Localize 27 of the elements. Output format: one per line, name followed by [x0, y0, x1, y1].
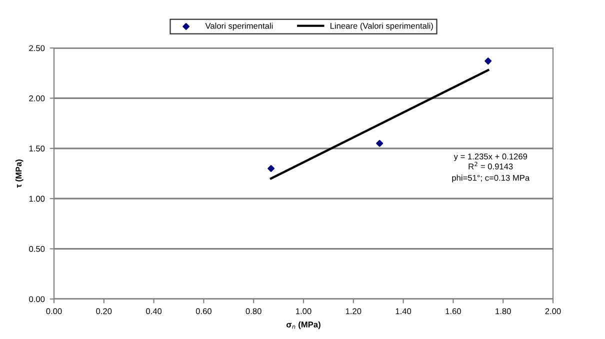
x-tick-label: 2.00 — [545, 308, 561, 314]
y-tick-label: 2.00 — [29, 95, 45, 102]
x-tick-label: 1.60 — [446, 308, 461, 314]
x-tick-label: 1.40 — [396, 308, 412, 314]
x-tick-label: 0.40 — [146, 308, 162, 314]
annotation: phi=51°; c=0.13 MPa — [452, 174, 530, 182]
annotation: R$^{2}$ = 0.9143 — [468, 162, 513, 170]
x-axis-title: σ$_{n}$ (MPa) — [286, 321, 320, 330]
point — [484, 58, 492, 65]
point — [376, 140, 384, 147]
legend-label: Valori sperimentali — [205, 22, 273, 30]
legend-label: Lineare (Valori sperimentali) — [330, 22, 433, 30]
x-tick-label: 0.60 — [196, 308, 212, 314]
x-tick-label: 1.80 — [496, 308, 511, 314]
x-tick-label: 0.80 — [246, 308, 262, 314]
y-tick-label: 0.50 — [29, 246, 45, 252]
y-axis-title: τ (MPa) — [15, 160, 24, 188]
y-tick-label: 1.50 — [29, 146, 45, 152]
x-tick-label: 1.00 — [296, 308, 312, 314]
x-tick-label: 0.00 — [46, 308, 62, 314]
y-tick-label: 0.00 — [29, 296, 45, 302]
annotation: y = 1.235x + 0.1269 — [454, 154, 528, 162]
x-tick-label: 1.20 — [346, 308, 362, 314]
point — [268, 165, 275, 172]
y-tick-label: 1.00 — [29, 196, 45, 202]
y-tick-label: 2.50 — [29, 45, 45, 52]
x-tick-label: 0.20 — [96, 308, 112, 314]
